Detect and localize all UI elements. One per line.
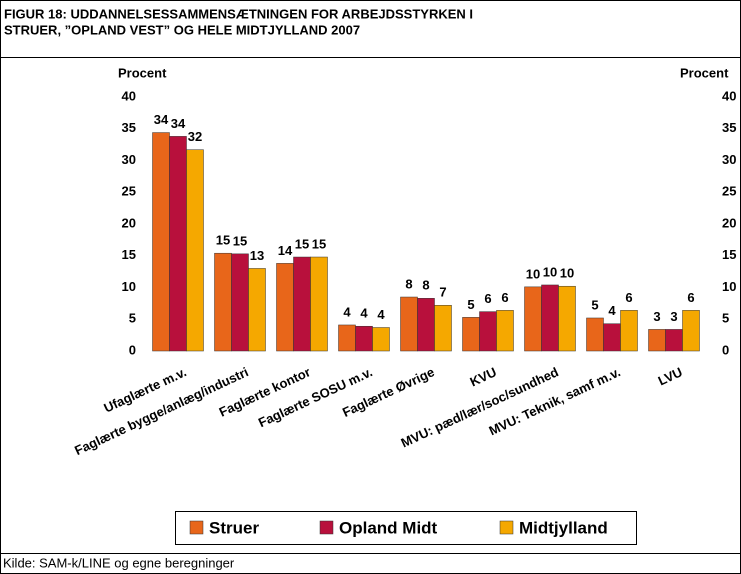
value-label: 13 [250,248,264,263]
y-axis-label: Procent [118,65,167,80]
bar [186,149,204,352]
y2-tick-label: 40 [722,88,736,103]
value-label: 3 [653,309,660,324]
value-label: 10 [543,264,557,279]
value-label: 7 [439,285,446,300]
legend-label: Opland Midt [339,518,438,537]
bar [558,285,576,352]
legend-swatch [499,520,514,535]
bar [248,268,266,352]
bar [586,317,604,352]
value-label: 14 [278,243,293,258]
y2-tick-label: 5 [722,311,729,326]
y-tick-label: 40 [122,88,136,103]
value-label: 3 [670,309,677,324]
bar [665,329,683,352]
chart-title: FIGUR 18: UDDANNELSESSAMMENSÆTNINGEN FOR… [4,6,473,21]
x-tick-label: Faglærte SOSU m.v. [256,364,375,430]
y2-tick-label: 30 [722,152,736,167]
legend-swatch [319,520,334,535]
value-label: 5 [467,297,474,312]
bar [524,286,542,352]
value-label: 6 [625,290,632,305]
bar [603,323,621,352]
y-tick-label: 30 [122,152,136,167]
source-note: Kilde: SAM-k/LINE og egne beregninger [3,555,235,570]
value-label: 32 [188,129,202,144]
value-label: 4 [608,303,616,318]
bar [541,284,559,352]
value-label: 8 [422,278,429,293]
bar [400,296,418,352]
value-label: 4 [343,304,351,319]
bar [417,298,435,352]
value-label: 10 [526,266,540,281]
value-label: 4 [377,307,385,322]
value-label: 15 [312,236,326,251]
bar [276,263,294,352]
value-label: 8 [405,276,412,291]
bar [434,305,452,352]
bar [310,256,328,352]
chart-title: STRUER, ”OPLAND VEST” OG HELE MIDTJYLLAN… [4,22,360,37]
x-tick-label: LVU [656,364,685,388]
bar [231,253,249,352]
y-tick-label: 5 [129,311,136,326]
bar [496,310,514,352]
y2-tick-label: 15 [722,247,736,262]
y2-tick-label: 10 [722,279,736,294]
value-label: 4 [360,306,368,321]
y-tick-label: 20 [122,215,136,230]
bar [372,327,390,352]
bar [462,317,480,352]
y-tick-label: 10 [122,279,136,294]
bar [355,325,373,352]
legend-label: Midtjylland [519,518,608,537]
y-tick-label: 0 [129,342,136,357]
legend-label: Struer [209,518,259,537]
y2-tick-label: 25 [722,184,736,199]
bar [682,310,700,352]
value-label: 15 [233,233,247,248]
x-tick-label: KVU [468,364,499,389]
bar [338,324,356,352]
value-label: 10 [560,266,574,281]
value-label: 5 [591,297,598,312]
bar [152,132,170,352]
legend-swatch [189,520,204,535]
value-label: 34 [171,116,186,131]
bar [620,310,638,352]
value-label: 15 [295,236,309,251]
bar [169,136,187,352]
y-tick-label: 25 [122,184,136,199]
bar [214,252,232,352]
value-label: 6 [687,290,694,305]
y-tick-label: 35 [122,120,136,135]
bar [293,256,311,352]
y2-tick-label: 0 [722,342,729,357]
value-label: 6 [501,290,508,305]
y2-axis-label: Procent [680,65,729,80]
y2-tick-label: 20 [722,215,736,230]
bar [648,329,666,352]
y2-tick-label: 35 [722,120,736,135]
value-label: 15 [216,233,230,248]
value-label: 34 [154,112,169,127]
value-label: 6 [484,291,491,306]
bar [479,311,497,352]
y-tick-label: 15 [122,247,136,262]
legend-box [175,511,637,545]
